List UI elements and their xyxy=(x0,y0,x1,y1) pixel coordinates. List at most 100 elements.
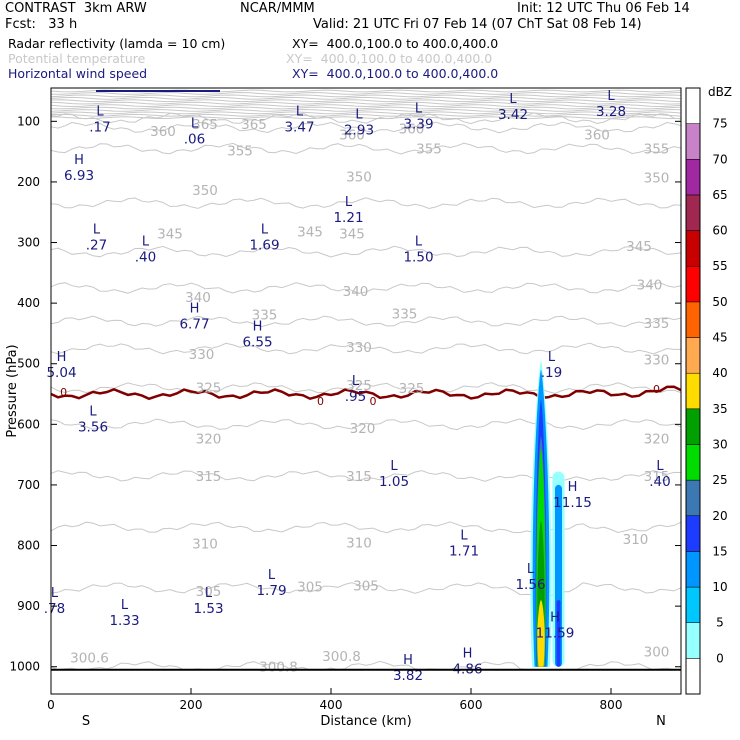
wind-extremum-marker: H xyxy=(253,319,263,334)
theta-label: 365 xyxy=(192,117,218,133)
theta-contour-345 xyxy=(50,245,682,258)
wind-speed-value: 3.39 xyxy=(403,116,433,132)
theta-label: 310 xyxy=(346,536,372,552)
theta-contour-355 xyxy=(50,142,682,155)
x-tick-label: 200 xyxy=(180,698,203,712)
colorbar-unit-label: dBZ xyxy=(708,85,732,99)
wind-speed-value: .78 xyxy=(44,601,65,617)
colorbar-level-label: 60 xyxy=(712,224,727,238)
colorbar-swatch xyxy=(685,159,701,196)
wind-speed-value: 6.93 xyxy=(64,168,94,184)
theta-label: 300.8 xyxy=(322,649,361,665)
colorbar-swatch xyxy=(685,123,701,160)
wind-extremum-marker: L xyxy=(51,586,59,601)
theta-label: 350 xyxy=(346,169,372,185)
theta-label: 340 xyxy=(343,284,369,300)
plot-frame xyxy=(50,87,682,695)
y-tick-label: 300 xyxy=(17,236,40,250)
y-tick-label: 100 xyxy=(17,114,40,128)
legend-wind-xy: XY= 400.0,100.0 to 400.0,400.0 xyxy=(292,66,499,81)
freezing-level-line xyxy=(50,385,682,401)
wind-extremum-marker: L xyxy=(527,562,535,577)
colorbar-level-label: 50 xyxy=(712,295,727,309)
y-tick-label: 400 xyxy=(17,296,40,310)
colorbar-level-label: 55 xyxy=(712,259,727,273)
valid-time: Valid: 21 UTC Fri 07 Feb 14 (07 ChT Sat … xyxy=(313,17,642,32)
theta-contour-315 xyxy=(50,470,682,482)
theta-label: 360 xyxy=(584,128,610,144)
theta-label: 360 xyxy=(150,124,176,140)
theta-label: 350 xyxy=(192,183,218,199)
theta-label: 0 xyxy=(60,386,67,399)
theta-contour-upper xyxy=(50,104,682,108)
wind-extremum-marker: L xyxy=(93,223,101,238)
theta-contour-upper xyxy=(50,91,682,95)
wind-speed-value: 1.53 xyxy=(193,601,223,617)
x-tick-label: 0 xyxy=(47,698,55,712)
colorbar-frame xyxy=(685,87,701,695)
wind-speed-value: 1.71 xyxy=(449,544,479,560)
colorbar-level-label: 40 xyxy=(712,366,727,380)
theta-label: 345 xyxy=(157,226,183,242)
theta-label: 330 xyxy=(346,340,372,356)
theta-contour-365 xyxy=(50,112,682,125)
theta-contour-320 xyxy=(50,418,682,431)
theta-label: 0 xyxy=(653,383,660,396)
colorbar-level-label: 20 xyxy=(712,509,727,523)
wind-extremum-marker: H xyxy=(463,647,473,662)
theta-contour-upper xyxy=(50,94,682,98)
x-end-label-left: S xyxy=(82,714,90,729)
y-tick-label: 700 xyxy=(17,478,40,492)
theta-label: 0 xyxy=(370,395,377,408)
theta-label: 335 xyxy=(644,316,670,332)
wind-extremum-marker: H xyxy=(190,301,200,316)
colorbar-swatch xyxy=(685,586,701,623)
wind-speed-value: 1.33 xyxy=(109,613,139,629)
wind-speed-value: 1.05 xyxy=(379,474,409,490)
colorbar-swatch xyxy=(685,337,701,374)
theta-label: 300 xyxy=(644,645,670,661)
theta-label: 310 xyxy=(623,532,649,548)
wind-extremum-marker: L xyxy=(390,459,398,474)
theta-label: 0 xyxy=(317,395,324,408)
wind-speed-value: .95 xyxy=(345,389,366,405)
theta-label: 320 xyxy=(644,431,670,447)
y-tick-label: 600 xyxy=(17,417,40,431)
theta-contour-350 xyxy=(50,197,682,210)
theta-contour-360 xyxy=(50,121,682,134)
theta-contour-305 xyxy=(50,582,682,599)
wind-speed-value: .40 xyxy=(135,250,156,266)
legend-reflectivity-xy: XY= 400.0,100.0 to 400.0,400.0 xyxy=(292,36,499,51)
wind-extremum-marker: L xyxy=(205,586,213,601)
wind-extremum-marker: L xyxy=(296,104,304,119)
theta-label: 325 xyxy=(346,378,372,394)
wind-extremum-marker: L xyxy=(656,459,664,474)
colorbar-level-label: 30 xyxy=(712,437,727,451)
wind-extremum-marker: L xyxy=(261,223,269,238)
wind-speed-value: 1.56 xyxy=(515,577,545,593)
wind-speed-value: 1.21 xyxy=(333,210,363,226)
model-title: CONTRAST 3km ARW xyxy=(5,1,147,16)
wind-speed-value: .19 xyxy=(541,365,562,381)
y-tick-label: 800 xyxy=(17,539,40,553)
wind-speed-value: 3.82 xyxy=(393,668,423,684)
wind-speed-value: 3.47 xyxy=(284,119,314,135)
theta-contour-upper xyxy=(50,106,682,110)
colorbar-level-label: 25 xyxy=(712,473,727,487)
colorbar-swatch xyxy=(685,408,701,445)
colorbar-level-label: 75 xyxy=(712,117,727,131)
reflectivity-secondary-band xyxy=(556,600,561,667)
colorbar-swatch xyxy=(685,622,701,659)
forecast-hour: Fcst: 33 h xyxy=(5,17,78,32)
colorbar-swatch xyxy=(685,479,701,517)
legend-reflectivity-name: Radar reflectivity (lamda = 10 cm) xyxy=(8,36,226,51)
wind-speed-value: .40 xyxy=(649,474,670,490)
theta-label: 315 xyxy=(346,469,372,485)
wind-extremum-marker: L xyxy=(509,92,517,107)
wind-speed-value: 5.04 xyxy=(46,365,76,381)
theta-contour-310 xyxy=(50,521,682,535)
x-axis-label: Distance (km) xyxy=(320,714,411,729)
wind-extremum-marker: L xyxy=(548,350,556,365)
theta-contour-300 xyxy=(50,660,681,671)
colorbar-level-label: 70 xyxy=(712,152,727,166)
